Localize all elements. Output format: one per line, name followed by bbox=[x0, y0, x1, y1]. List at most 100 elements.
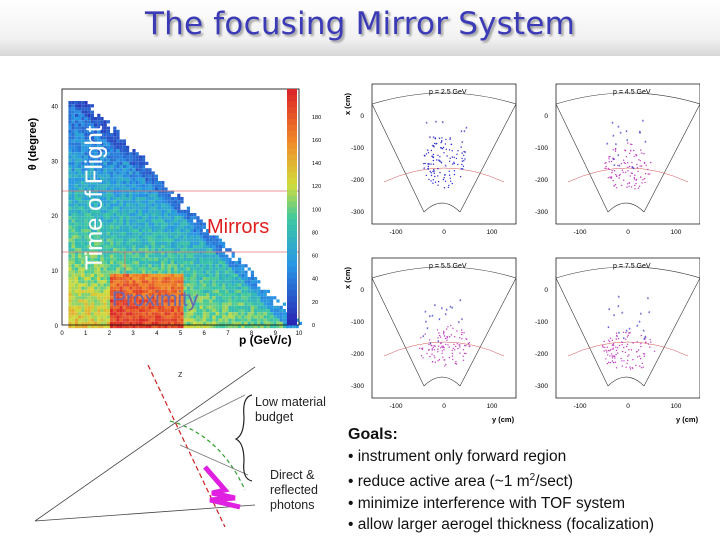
panel-x-tick: -200 bbox=[351, 177, 364, 184]
colorbar-tick: 180 bbox=[312, 115, 321, 121]
ray-2 bbox=[179, 444, 249, 476]
panel-label: p = 7.5 GeV bbox=[613, 263, 651, 270]
panel-x-tick: -200 bbox=[535, 177, 548, 184]
heatmap-x-tick: 2 bbox=[108, 331, 112, 337]
svg-text:*: * bbox=[626, 330, 629, 336]
panel-x-tick: -100 bbox=[535, 319, 548, 326]
heatmap-ylabel: θ (degree) bbox=[27, 117, 39, 170]
svg-text:*: * bbox=[435, 121, 438, 127]
svg-text:*: * bbox=[615, 143, 618, 149]
svg-text:*: * bbox=[464, 152, 467, 158]
panel-y-tick: -100 bbox=[389, 403, 402, 410]
panel-y-tick: -100 bbox=[573, 403, 586, 410]
svg-text:*: * bbox=[617, 305, 620, 311]
svg-text:*: * bbox=[628, 328, 631, 334]
title-bar bbox=[0, 0, 720, 56]
panel-y-tick: 100 bbox=[487, 403, 498, 410]
heatmap-x-tick: 4 bbox=[155, 331, 159, 337]
heatmap-y-tick: 30 bbox=[51, 159, 58, 165]
heatmap-x-tick: 5 bbox=[179, 331, 183, 337]
mirror-sketch: z bbox=[34, 364, 256, 527]
heatmap-y-tick: 20 bbox=[51, 214, 58, 220]
svg-text:*: * bbox=[458, 322, 461, 328]
svg-text:*: * bbox=[620, 132, 623, 138]
direct-reflected-photons-label: Direct & reflected photons bbox=[270, 468, 318, 512]
heatmap-x-tick: 10 bbox=[296, 331, 303, 337]
panel-y-tick: -100 bbox=[389, 229, 402, 236]
svg-text:*: * bbox=[613, 165, 616, 171]
mirror-arc bbox=[169, 420, 246, 491]
panel-y-tick: -100 bbox=[573, 229, 586, 236]
panel-x-tick: -300 bbox=[535, 383, 548, 390]
svg-text:*: * bbox=[459, 299, 462, 305]
svg-text:*: * bbox=[647, 298, 650, 304]
panel-y-tick: 100 bbox=[671, 229, 682, 236]
mirrors-region-label: Mirrors bbox=[207, 216, 269, 238]
panel-x-tick: -300 bbox=[351, 209, 364, 216]
svg-text:*: * bbox=[442, 122, 445, 128]
heatmap-x-tick: 1 bbox=[84, 331, 88, 337]
goal-item: • minimize interference with TOF system bbox=[348, 494, 626, 512]
svg-text:*: * bbox=[432, 145, 435, 151]
beam-line bbox=[147, 364, 226, 527]
panel-x-tick: 0 bbox=[544, 113, 548, 120]
svg-text:*: * bbox=[426, 327, 429, 333]
panel-y-tick: 0 bbox=[442, 229, 446, 236]
svg-text:*: * bbox=[465, 127, 468, 133]
colorbar-tick: 140 bbox=[312, 161, 321, 167]
svg-text:*: * bbox=[639, 131, 642, 137]
svg-text:*: * bbox=[632, 168, 635, 174]
svg-text:*: * bbox=[631, 167, 634, 173]
panel-x-axis-label: x (cm) bbox=[344, 92, 352, 115]
svg-text:*: * bbox=[640, 313, 643, 319]
svg-text:*: * bbox=[461, 319, 464, 325]
svg-text:*: * bbox=[621, 312, 624, 318]
svg-text:*: * bbox=[607, 327, 610, 333]
svg-text:*: * bbox=[612, 159, 615, 165]
svg-text:*: * bbox=[425, 321, 428, 327]
acceptance-line bbox=[34, 366, 256, 522]
svg-text:*: * bbox=[648, 312, 651, 318]
svg-text:*: * bbox=[429, 315, 432, 321]
heatmap-y-tick: 10 bbox=[51, 269, 58, 275]
svg-text:*: * bbox=[445, 313, 448, 319]
svg-text:*: * bbox=[445, 165, 448, 171]
svg-text:*: * bbox=[451, 307, 454, 313]
panel-x-tick: -100 bbox=[535, 145, 548, 152]
heatmap-x-tick: 0 bbox=[60, 331, 64, 337]
heatmap-x-tick: 7 bbox=[226, 331, 230, 337]
heatmap-x-tick: 3 bbox=[131, 331, 135, 337]
svg-text:*: * bbox=[437, 341, 440, 347]
svg-text:*: * bbox=[612, 135, 615, 141]
budget-brace bbox=[234, 394, 253, 482]
panel-y-tick: 0 bbox=[626, 229, 630, 236]
svg-text:*: * bbox=[426, 122, 429, 128]
tof-region-label: Time of Flight bbox=[81, 125, 108, 270]
svg-text:*: * bbox=[446, 309, 449, 315]
panel-x-tick: 0 bbox=[360, 287, 364, 294]
heatmap-x-tick: 9 bbox=[274, 331, 278, 337]
svg-text:*: * bbox=[441, 308, 444, 314]
panel-x-tick: -100 bbox=[351, 145, 364, 152]
panel-y-tick: 0 bbox=[442, 403, 446, 410]
svg-text:*: * bbox=[643, 330, 646, 336]
svg-text:*: * bbox=[431, 315, 434, 321]
svg-text:*: * bbox=[644, 141, 647, 147]
colorbar: 0 20 40 60 80 100 120 140 160 180 bbox=[287, 89, 321, 329]
heatmap-frame bbox=[61, 88, 300, 326]
panel-label: p = 5.5 GeV bbox=[429, 263, 467, 270]
ray-1 bbox=[174, 394, 246, 431]
svg-text:*: * bbox=[618, 165, 621, 171]
svg-text:*: * bbox=[623, 338, 626, 344]
svg-text:*: * bbox=[606, 143, 609, 149]
svg-text:*: * bbox=[643, 338, 646, 344]
panel-x-tick: -200 bbox=[535, 351, 548, 358]
svg-text:*: * bbox=[461, 160, 464, 166]
panel-y-tick: 100 bbox=[487, 229, 498, 236]
svg-text:*: * bbox=[618, 332, 621, 338]
svg-text:*: * bbox=[638, 321, 641, 327]
